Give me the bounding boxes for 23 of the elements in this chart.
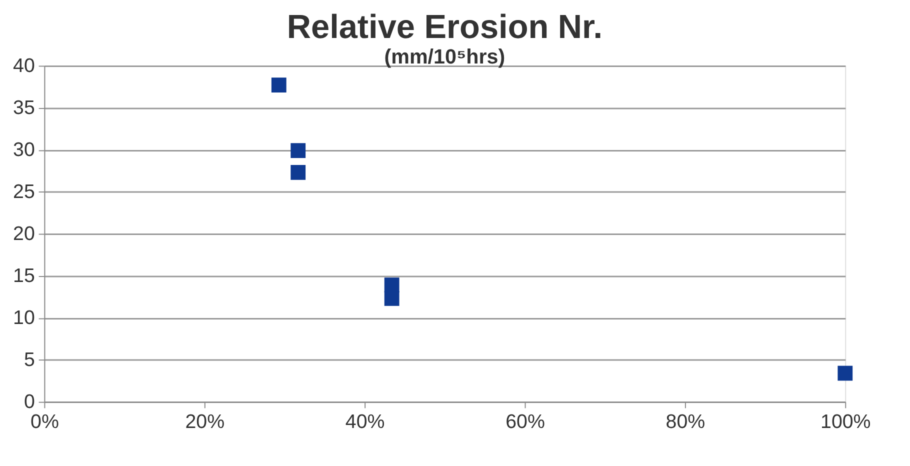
y-tick-label: 25 xyxy=(13,181,35,204)
point xyxy=(290,164,306,180)
x-tick-label: 40% xyxy=(345,410,385,433)
x-tick-label: 100% xyxy=(820,410,871,433)
y-tick-label: 10 xyxy=(13,307,35,330)
y-tick-label: 20 xyxy=(13,223,35,246)
x-tick-label: 60% xyxy=(506,410,545,433)
point xyxy=(271,78,286,92)
x-tick-label: 0% xyxy=(30,410,59,433)
chart-subtitle: (mm/10⁵hrs) xyxy=(384,46,506,69)
x-tick-label: 20% xyxy=(185,410,225,433)
point xyxy=(384,291,400,306)
y-tick-label: 15 xyxy=(13,265,35,288)
y-tick-label: 5 xyxy=(24,349,35,372)
point xyxy=(290,143,306,158)
chart-title: Relative Erosion Nr. xyxy=(286,9,602,46)
y-tick-label: 40 xyxy=(13,55,35,78)
y-tick-label: 35 xyxy=(13,97,35,120)
x-tick-label: 80% xyxy=(666,410,706,433)
point xyxy=(384,278,400,292)
y-tick-label: 0 xyxy=(24,391,35,414)
point xyxy=(838,366,853,381)
y-tick-label: 30 xyxy=(13,139,35,162)
